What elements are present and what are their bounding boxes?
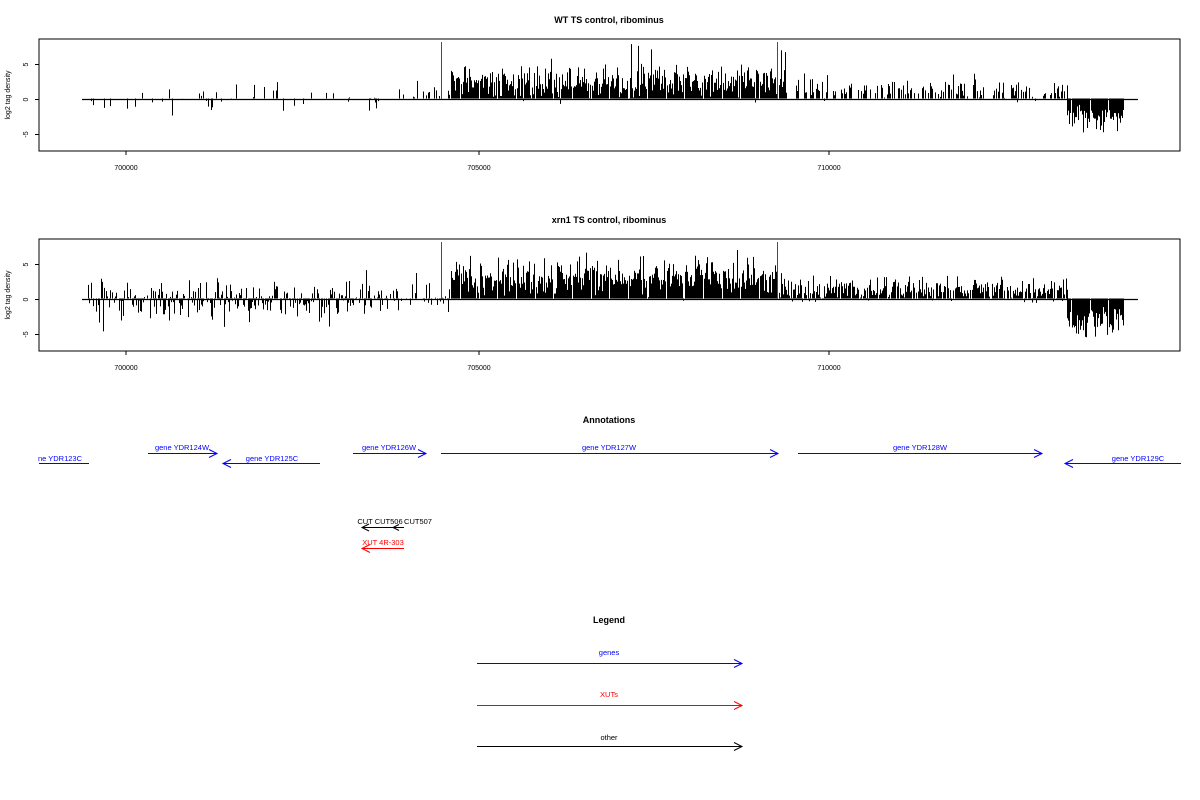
y-axis-label: log2 tag density: [5, 270, 12, 320]
arrow-head: [1063, 459, 1074, 468]
x-axis: 700000 705000 710000: [114, 351, 841, 372]
y-tick-label: 5: [23, 62, 30, 66]
annotations-title: Annotations: [583, 415, 636, 425]
panel-title: xrn1 TS control, ribominus: [552, 215, 667, 225]
x-tick-label: 710000: [817, 365, 840, 372]
legend-item-genes: genes: [477, 648, 744, 668]
feature-label: gene YDR124W: [155, 443, 210, 452]
arrow-head: [417, 449, 428, 458]
legend-label: genes: [599, 648, 620, 657]
feature-label: XUT 4R-303: [362, 538, 404, 547]
arrow-head: [769, 449, 780, 458]
feature-label: CUT CUT506: [357, 517, 402, 526]
y-tick-label: 5: [23, 262, 30, 266]
legend-title: Legend: [593, 615, 625, 625]
gene-feature: gene YDR125C: [221, 454, 320, 468]
x-tick-label: 710000: [817, 165, 840, 172]
legend-item-xuts: XUTs: [477, 690, 744, 710]
annotations-track: Annotations ne YDR123C gene YDR124W gene…: [38, 415, 1181, 553]
arrow-head: [360, 544, 371, 553]
x-tick-label: 700000: [114, 165, 137, 172]
y-axis-label: log2 tag density: [5, 70, 12, 120]
arrow-head: [208, 449, 219, 458]
panel-wt: WT TS control, ribominus log2 tag densit…: [5, 15, 1181, 172]
legend: Legend genes XUTs other: [477, 615, 744, 751]
y-tick-label: -5: [23, 131, 30, 137]
y-tick-label: -5: [23, 331, 30, 337]
x-tick-label: 700000: [114, 365, 137, 372]
bar-series: [88, 249, 1124, 338]
arrow-head: [733, 659, 744, 668]
plot-frame: [38, 238, 1181, 352]
arrow-head: [221, 459, 232, 468]
cut-feature: CUT507: [391, 517, 432, 531]
y-tick-label: 0: [23, 297, 30, 301]
x-tick-label: 705000: [467, 165, 490, 172]
feature-label: gene YDR129C: [1112, 454, 1165, 463]
feature-label: ne YDR123C: [38, 454, 83, 463]
x-axis: 700000 705000 710000: [114, 151, 841, 172]
gene-feature: ne YDR123C: [38, 454, 89, 464]
feature-label: gene YDR125C: [246, 454, 299, 463]
panel-title: WT TS control, ribominus: [554, 15, 664, 25]
feature-label: gene YDR127W: [582, 443, 637, 452]
arrow-head: [360, 523, 370, 532]
x-tick-label: 705000: [467, 365, 490, 372]
plot-frame: [38, 38, 1181, 152]
xut-feature: XUT 4R-303: [360, 538, 404, 553]
gene-feature: gene YDR129C: [1063, 454, 1181, 468]
gene-feature: gene YDR127W: [441, 443, 780, 458]
gene-feature: gene YDR124W: [148, 443, 219, 458]
feature-label: CUT507: [404, 517, 432, 526]
y-tick-label: 0: [23, 97, 30, 101]
gene-feature: gene YDR126W: [353, 443, 428, 458]
feature-label: gene YDR126W: [362, 443, 417, 452]
gene-feature: gene YDR128W: [798, 443, 1044, 458]
legend-label: XUTs: [600, 690, 618, 699]
bar-series: [91, 44, 1124, 133]
arrow-head: [391, 524, 400, 531]
legend-label: other: [600, 733, 618, 742]
y-axis: 5 0 -5: [23, 262, 39, 338]
feature-label: gene YDR128W: [893, 443, 948, 452]
arrow-head: [733, 742, 744, 751]
arrow-head: [733, 701, 744, 710]
arrow-head: [1033, 449, 1044, 458]
y-axis: 5 0 -5: [23, 62, 39, 138]
panel-xrn1: xrn1 TS control, ribominus log2 tag dens…: [5, 215, 1181, 372]
legend-item-other: other: [477, 733, 744, 751]
